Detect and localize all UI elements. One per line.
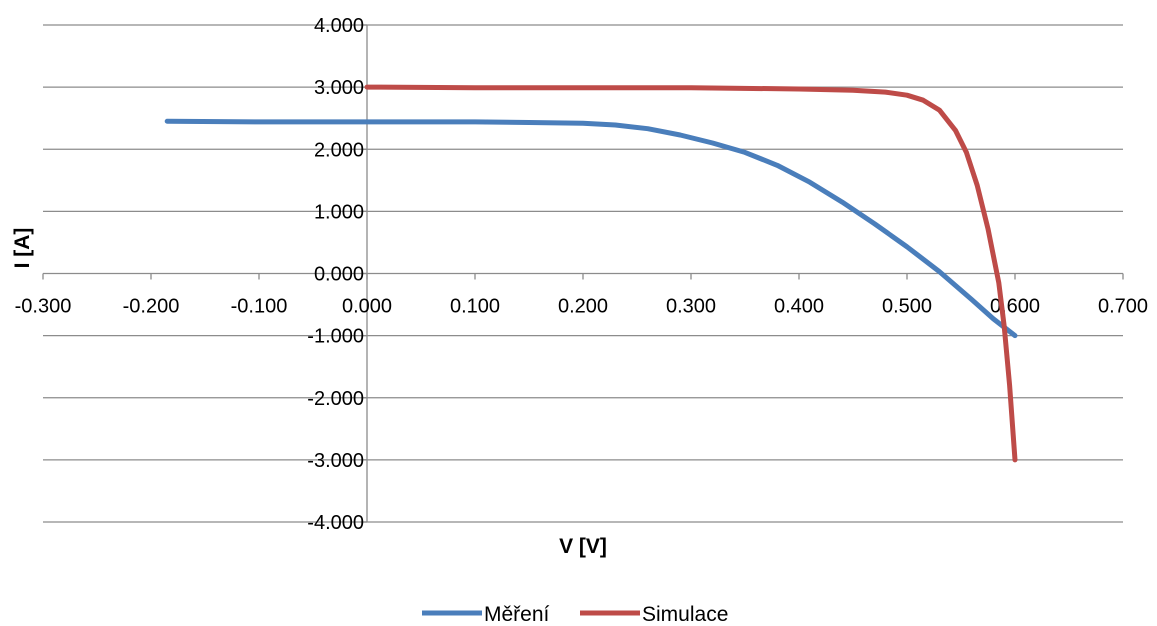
gridlines xyxy=(43,24,1123,523)
y-tick-label-4: 0.000 xyxy=(314,264,364,286)
series xyxy=(164,84,1018,463)
y-tick-label-2: -2.000 xyxy=(307,388,364,410)
y-axis-title: I [A] xyxy=(11,228,34,269)
x-tick-label-2: -0.100 xyxy=(231,296,288,318)
y-tick-label-6: 2.000 xyxy=(314,139,364,161)
y-ticks: -4.000 -3.000 -2.000 -1.000 0.000 1.000 2.000 3… xyxy=(307,15,367,534)
legend: Měření Simulace xyxy=(422,603,728,626)
y-tick-label-3: -1.000 xyxy=(307,326,364,348)
x-axis-title: V [V] xyxy=(559,535,607,558)
y-tick-label-8: 4.000 xyxy=(314,15,364,37)
x-ticks: -0.300 -0.200 -0.100 0.000 0.100 0.200 0.300 0.… xyxy=(15,273,1148,318)
x-tick-label-6: 0.300 xyxy=(666,296,716,318)
y-tick-label-1: -3.000 xyxy=(307,450,364,472)
x-tick-label-7: 0.400 xyxy=(774,296,824,318)
legend-label-simulace: Simulace xyxy=(642,603,728,626)
series-line-simulace xyxy=(364,84,1018,463)
x-tick-label-1: -0.200 xyxy=(123,296,180,318)
x-tick-label-4: 0.100 xyxy=(450,296,500,318)
x-tick-label-8: 0.500 xyxy=(882,296,932,318)
series-line-mereni xyxy=(164,118,1018,339)
y-tick-label-0: -4.000 xyxy=(307,512,364,534)
x-tick-label-9: 0.600 xyxy=(990,296,1040,318)
legend-label-mereni: Měření xyxy=(484,603,550,626)
y-tick-label-7: 3.000 xyxy=(314,77,364,99)
x-tick-label-3: 0.000 xyxy=(342,296,392,318)
x-tick-label-5: 0.200 xyxy=(558,296,608,318)
x-tick-label-0: -0.300 xyxy=(15,296,72,318)
y-tick-label-5: 1.000 xyxy=(314,201,364,223)
x-tick-label-10: 0.700 xyxy=(1098,296,1148,318)
